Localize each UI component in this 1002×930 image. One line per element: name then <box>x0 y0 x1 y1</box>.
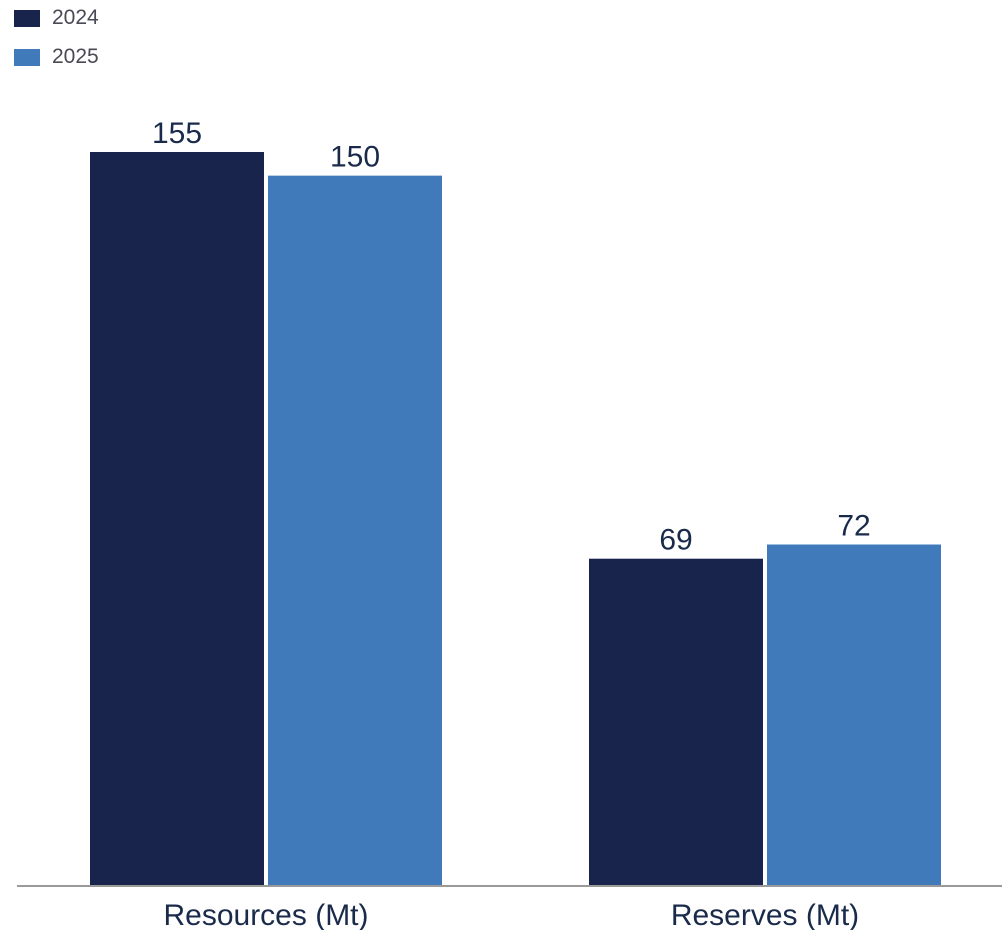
bar-2024-0 <box>90 152 264 885</box>
legend-label-2025: 2025 <box>52 45 99 68</box>
legend-label-2024: 2024 <box>52 6 99 29</box>
legend: 2024 2025 <box>14 6 99 86</box>
bar-2025-1 <box>767 544 941 885</box>
data-label-2025-1: 72 <box>837 510 870 543</box>
legend-item-2025: 2025 <box>14 45 99 68</box>
legend-item-2024: 2024 <box>14 6 99 29</box>
data-label-2024-1: 69 <box>659 524 692 557</box>
bar-2025-0 <box>268 175 442 886</box>
category-label-1: Reserves (Mt) <box>671 899 859 930</box>
category-label-0: Resources (Mt) <box>163 899 368 930</box>
data-label-2024-0: 155 <box>152 117 202 150</box>
data-label-2025-0: 150 <box>330 141 380 174</box>
legend-swatch-2025 <box>14 48 40 66</box>
legend-swatch-2024 <box>14 9 40 27</box>
bar-2024-1 <box>589 558 763 885</box>
